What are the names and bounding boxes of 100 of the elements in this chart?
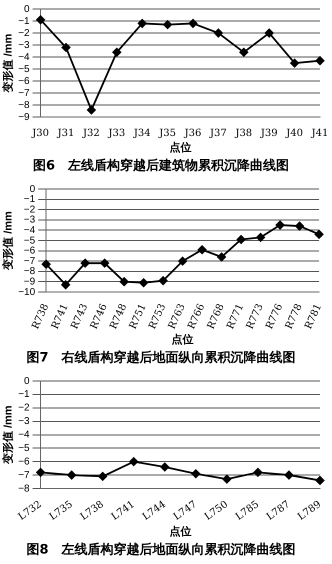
point <box>87 106 96 114</box>
x-tick-label: R738 <box>30 302 52 332</box>
point <box>314 230 324 239</box>
y-tick-label: −7 <box>18 470 30 481</box>
y-tick-label: −9 <box>24 276 36 288</box>
x-tick-label: R753 <box>147 302 168 332</box>
y-tick-label: −1 <box>24 194 36 206</box>
y-tick-label: 0 <box>24 376 30 387</box>
point <box>112 48 122 57</box>
x-tick-label: J34 <box>132 128 151 139</box>
y-tick-label: −10 <box>18 286 36 298</box>
text: 图6 左线盾构穿越后建筑物累积沉降曲线图 <box>32 158 290 174</box>
x-axis-title: 点位 <box>172 332 194 346</box>
x-tick-label: R776 <box>264 302 286 332</box>
point <box>254 468 262 477</box>
x-tick-label: J30 <box>31 128 49 139</box>
point <box>62 43 70 52</box>
point <box>158 276 168 286</box>
y-tick-label: 0 <box>24 4 30 15</box>
point <box>139 278 148 288</box>
x-tick-label: J41 <box>310 128 328 139</box>
x-tick-label: J40 <box>285 128 303 139</box>
point <box>80 258 90 268</box>
x-tick-label: R751 <box>128 302 149 332</box>
y-tick-label: −4 <box>18 430 30 441</box>
text: 图8 左线盾构穿越后地面纵向累积沉降曲线图 <box>26 542 296 558</box>
y-tick-label: −2 <box>24 204 36 216</box>
y-tick-label: −8 <box>18 100 30 111</box>
x-tick-label: R743 <box>69 302 90 332</box>
y-tick-label: −5 <box>18 64 30 75</box>
y-tick-label: −4 <box>24 224 36 236</box>
y-axis-title: 变形值 /mm <box>2 34 15 94</box>
x-tick-label: J39 <box>260 128 278 139</box>
x-tick-label: R741 <box>50 302 71 332</box>
y-tick-label: −2 <box>18 402 30 414</box>
x-tick-label: J31 <box>56 128 74 139</box>
point <box>36 15 45 24</box>
point <box>276 220 284 230</box>
point <box>217 252 226 262</box>
y-tick-label: −8 <box>18 483 30 494</box>
point <box>188 19 198 28</box>
y-tick-label: −5 <box>24 235 36 246</box>
point <box>178 256 188 266</box>
point <box>98 472 108 481</box>
point <box>256 233 265 242</box>
y-tick-label: −6 <box>18 456 30 468</box>
y-tick-label: −3 <box>18 40 30 51</box>
x-tick-label: R746 <box>88 302 110 332</box>
point <box>239 48 248 57</box>
x-tick-label: J37 <box>209 128 227 139</box>
point <box>222 474 232 484</box>
y-tick-label: −8 <box>24 266 36 278</box>
y-axis-title: 变形值 /mm <box>2 210 15 271</box>
point <box>67 470 76 480</box>
x-axis-title: 点位 <box>169 140 192 154</box>
x-tick-label: R768 <box>206 302 227 332</box>
x-tick-label: R781 <box>303 302 324 332</box>
point <box>295 222 304 230</box>
x-tick-label: R773 <box>244 302 266 332</box>
point <box>214 28 223 38</box>
x-tick-label: R771 <box>225 302 246 332</box>
point <box>198 245 207 254</box>
x-tick-label: J33 <box>107 128 126 139</box>
y-tick-label: −9 <box>18 112 30 123</box>
point <box>36 468 45 477</box>
point <box>236 235 246 244</box>
point <box>316 476 324 485</box>
y-tick-label: −3 <box>18 416 30 428</box>
point <box>138 19 147 28</box>
y-tick-label: −6 <box>24 246 36 257</box>
y-tick-label: −3 <box>24 214 36 226</box>
y-tick-label: −1 <box>18 389 30 400</box>
y-tick-label: −5 <box>18 442 30 454</box>
x-tick-label: R778 <box>284 302 305 332</box>
y-tick-label: 0 <box>30 184 36 195</box>
x-tick-label: R748 <box>108 302 130 332</box>
point <box>120 277 129 286</box>
point <box>163 20 172 30</box>
point <box>160 462 170 472</box>
x-tick-label: J35 <box>158 128 176 139</box>
y-tick-label: −6 <box>18 76 30 87</box>
y-tick-label: −7 <box>24 256 36 267</box>
point <box>264 28 274 38</box>
x-axis-title: 点位 <box>169 524 192 538</box>
point <box>100 258 110 268</box>
x-tick-label: R763 <box>166 302 188 332</box>
point <box>284 470 294 480</box>
y-tick-label: −2 <box>18 28 30 39</box>
x-tick-label: J36 <box>184 128 202 139</box>
x-tick-label: R766 <box>186 302 208 332</box>
point <box>191 469 200 478</box>
point <box>61 280 70 290</box>
y-axis-title: 变形值 /mm <box>2 405 15 466</box>
point <box>316 56 324 66</box>
y-tick-label: −4 <box>18 52 30 63</box>
y-tick-label: −1 <box>18 16 30 27</box>
point <box>42 260 51 269</box>
x-tick-label: J38 <box>234 128 252 139</box>
point <box>129 457 138 466</box>
text: 图7 右线盾构穿越后地面纵向累积沉降曲线图 <box>26 350 296 366</box>
